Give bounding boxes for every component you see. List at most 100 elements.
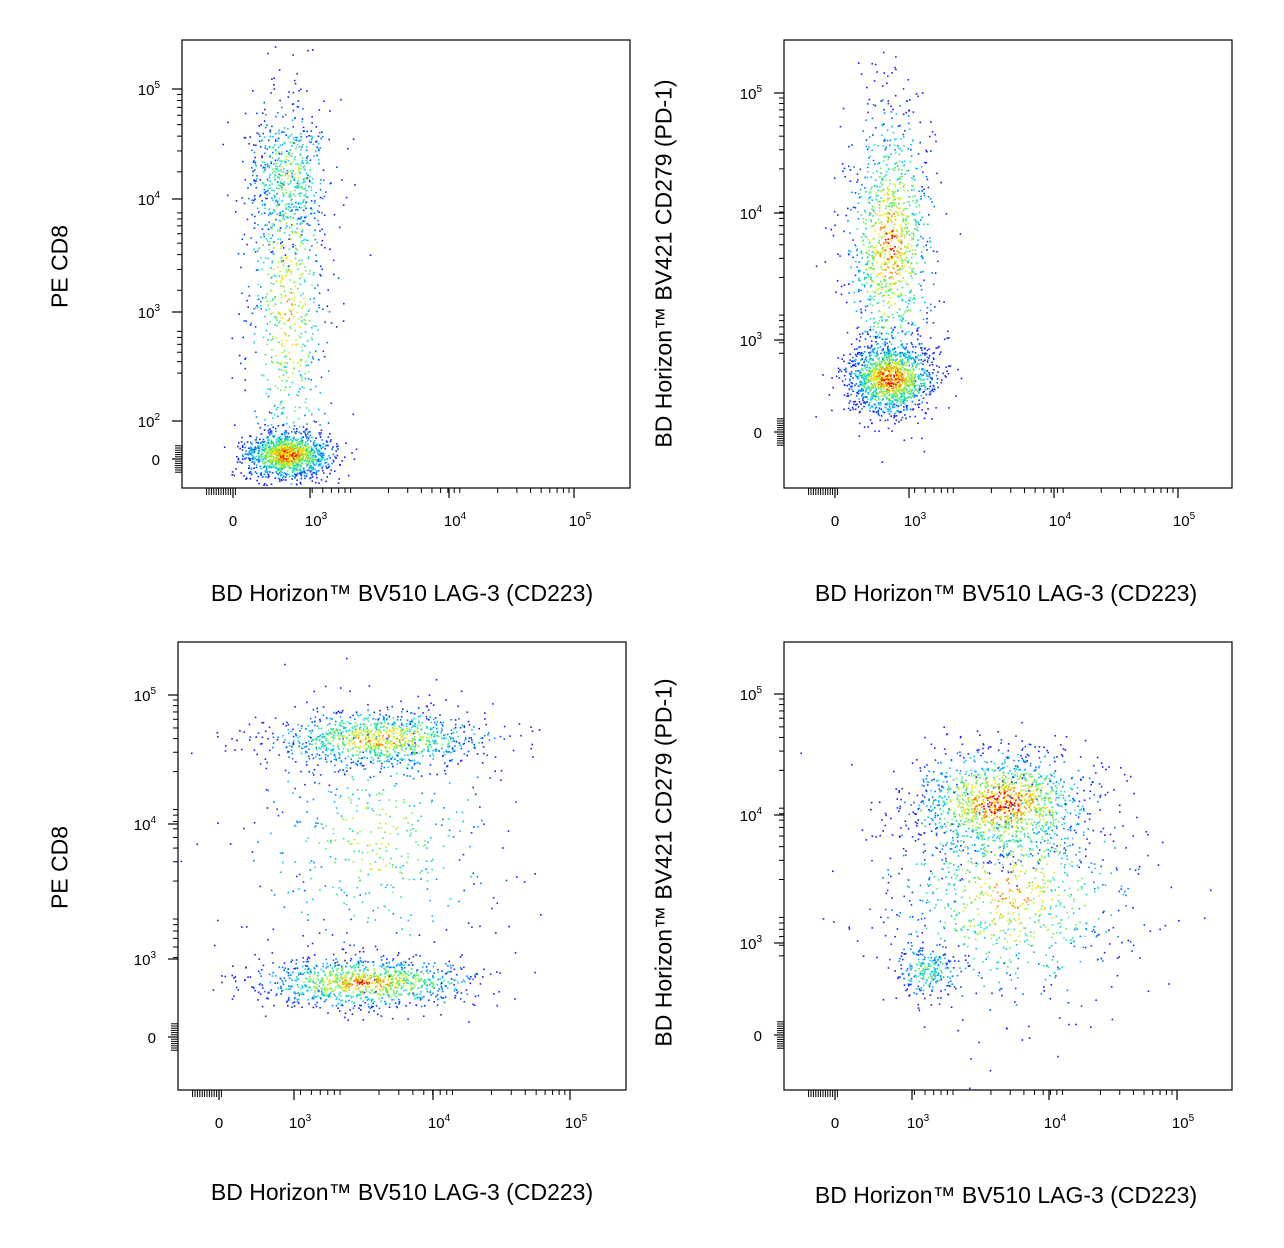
event-dot <box>896 269 899 271</box>
event-dot <box>284 388 286 391</box>
event-dot <box>297 417 300 420</box>
event-dot <box>251 443 253 445</box>
event-dot <box>285 441 288 443</box>
event-dot <box>241 458 244 460</box>
event-dot <box>292 316 295 318</box>
event-dot <box>275 218 277 221</box>
event-dot <box>302 292 304 295</box>
event-dot <box>295 475 297 477</box>
event-dot <box>296 445 299 447</box>
event-dot <box>328 311 331 313</box>
event-dot <box>300 459 303 462</box>
event-dot <box>284 204 286 207</box>
event-dot <box>276 324 278 327</box>
event-dot <box>281 413 284 415</box>
event-dot <box>307 174 309 177</box>
event-dot <box>279 480 281 482</box>
event-dot <box>311 338 313 341</box>
event-dot <box>877 326 879 328</box>
event-dot <box>305 193 307 196</box>
event-dot <box>897 295 900 298</box>
event-dot <box>302 471 305 473</box>
event-dot <box>858 339 861 342</box>
event-dot <box>319 464 321 467</box>
event-dot <box>326 476 328 478</box>
event-dot <box>294 231 297 233</box>
event-dot <box>277 137 280 140</box>
event-dot <box>246 299 248 302</box>
event-dot <box>889 327 892 329</box>
event-dot <box>936 378 939 380</box>
event-dot <box>281 261 284 263</box>
event-dot <box>905 353 907 356</box>
event-dot <box>292 142 295 144</box>
event-dot <box>920 347 923 349</box>
event-dot <box>887 333 890 335</box>
event-dot <box>270 430 273 432</box>
event-dot <box>310 469 313 472</box>
event-dot <box>298 453 300 456</box>
event-dot <box>861 283 863 286</box>
event-dot <box>901 360 903 362</box>
event-dot <box>281 214 283 217</box>
event-dot <box>252 174 254 177</box>
event-dot <box>244 446 247 449</box>
event-dot <box>305 435 307 438</box>
event-dot <box>876 186 878 188</box>
event-dot <box>879 310 881 313</box>
event-dot <box>309 464 311 467</box>
event-dot <box>260 213 263 215</box>
event-dot <box>872 159 875 162</box>
event-dot <box>889 354 892 357</box>
event-dot <box>278 445 280 447</box>
event-dot <box>278 157 280 160</box>
event-dot <box>276 461 278 464</box>
event-dot <box>287 177 289 180</box>
event-dot <box>890 331 893 334</box>
event-dot <box>294 466 297 469</box>
event-dot <box>897 376 900 378</box>
event-dot <box>916 199 918 202</box>
event-dot <box>293 139 296 141</box>
event-dot <box>837 214 839 216</box>
event-dot <box>274 174 276 176</box>
event-dot <box>847 362 850 364</box>
event-dot <box>309 451 311 453</box>
event-dot <box>272 194 275 197</box>
event-dot <box>886 219 889 222</box>
event-dot <box>870 284 873 286</box>
event-dot <box>881 372 883 375</box>
event-dot <box>881 189 884 192</box>
event-dot <box>878 383 881 386</box>
event-dot <box>291 460 293 463</box>
event-dot <box>910 342 913 344</box>
event-dot <box>290 311 292 313</box>
event-dot <box>297 177 300 180</box>
event-dot <box>272 417 274 419</box>
event-dot <box>897 294 899 296</box>
event-dot <box>945 213 948 215</box>
event-dot <box>281 411 284 414</box>
event-dot <box>930 150 932 152</box>
event-dot <box>872 267 875 270</box>
event-dot <box>281 257 283 260</box>
event-dot <box>305 398 307 400</box>
event-dot <box>863 375 866 377</box>
event-dot <box>268 166 271 169</box>
event-dot <box>859 188 862 191</box>
event-dot <box>320 460 323 462</box>
event-dot <box>889 271 892 274</box>
event-dot <box>903 202 905 205</box>
event-dot <box>884 345 886 347</box>
event-dot <box>906 309 908 312</box>
event-dot <box>286 454 288 456</box>
event-dot <box>906 216 909 219</box>
event-dot <box>305 159 307 162</box>
event-dot <box>875 364 877 367</box>
event-dot <box>290 199 293 201</box>
event-dot <box>903 355 905 358</box>
event-dot <box>882 51 885 54</box>
event-dot <box>267 465 270 468</box>
event-dot <box>848 145 850 148</box>
event-dot <box>286 271 288 273</box>
